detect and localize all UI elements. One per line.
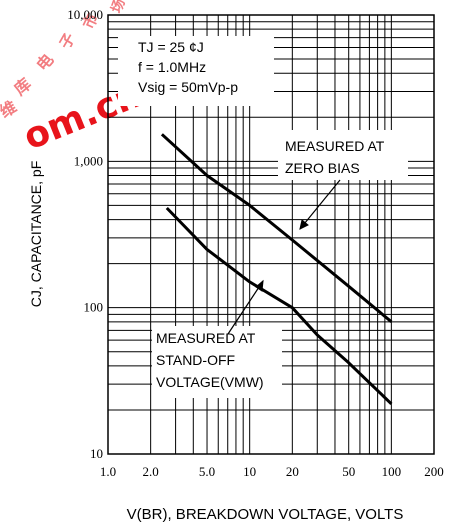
y-tick-label: 10,000 [67,7,103,22]
zero-bias-label: ZERO BIAS [285,160,360,176]
standoff-arrowhead [255,279,264,292]
condition-text: f = 1.0MHz [138,59,206,75]
standoff-label: VOLTAGE(VMW) [156,374,264,390]
x-tick-label: 200 [424,464,444,479]
x-tick-label: 20 [286,464,299,479]
watermark-glyph: 市 [79,10,102,31]
x-tick-label: 1.0 [100,464,116,479]
zero-bias-label: MEASURED AT [285,138,385,154]
x-axis-label: V(BR), BREAKDOWN VOLTAGE, VOLTS [127,506,404,523]
zero-bias-arrowhead [299,219,309,230]
standoff-curve [165,206,393,405]
zero-bias-label-box [278,130,408,180]
zero-bias-arrow [299,179,341,230]
chart-curves [160,133,393,405]
y-tick-label: 1,000 [74,153,103,168]
watermark-glyph: 维 [0,97,20,121]
y-axis-label: CJ, CAPACITANCE, pF [28,161,44,308]
standoff-label-box [152,326,282,398]
y-tick-label: 10 [90,446,103,461]
standoff-label: MEASURED AT [156,330,256,346]
x-tick-label: 5.0 [199,464,215,479]
watermark-glyph: 库 [10,74,34,99]
x-tick-label: 10 [243,464,256,479]
x-tick-label: 50 [342,464,355,479]
chart-annotations: TJ = 25 ¢J f = 1.0MHz Vsig = 50mVp-p MEASUR… [118,36,408,398]
x-tick-label: 2.0 [143,464,159,479]
condition-text: TJ = 25 ¢J [138,39,204,55]
standoff-arrow [227,280,264,335]
conditions-box [118,36,274,106]
plot-frame [107,14,435,455]
standoff-label: STAND-OFF [156,352,235,368]
chart-ticks: 10 100 1,000 10,000 1.0 2.0 5.0 10 20 50 100 200 [67,7,444,479]
y-tick-label: 100 [84,300,104,315]
zero-bias-curve [160,133,393,323]
watermark-glyph: 子 [56,30,79,52]
condition-text: Vsig = 50mVp-p [138,79,238,95]
x-tick-label: 100 [382,464,402,479]
watermark-glyph: 电 [33,50,58,74]
watermark-glyph: 场 [109,0,129,15]
